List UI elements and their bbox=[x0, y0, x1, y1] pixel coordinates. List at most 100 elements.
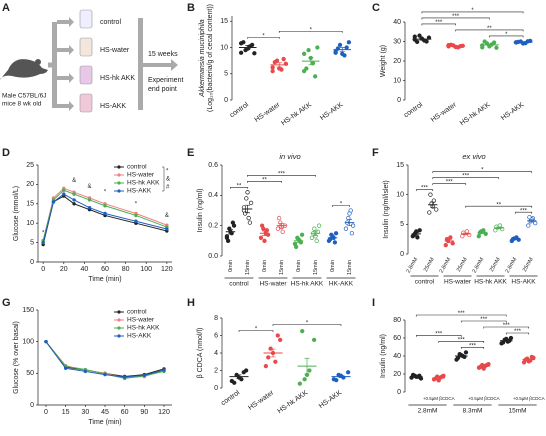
sig-label: ** bbox=[487, 26, 492, 32]
data-point bbox=[230, 220, 236, 225]
error-bar bbox=[436, 376, 442, 379]
error-bar bbox=[481, 365, 487, 368]
data-point bbox=[417, 33, 422, 38]
error-bar bbox=[529, 219, 535, 223]
sig-bracket bbox=[438, 341, 485, 343]
y-tick-label: 0 bbox=[397, 97, 401, 104]
error-bar bbox=[413, 375, 419, 378]
y-tick-label: 0 bbox=[224, 97, 228, 104]
sig-label: *** bbox=[480, 317, 488, 323]
error-bar bbox=[430, 201, 436, 208]
panel-letter: H bbox=[187, 297, 195, 309]
x-tick-label: HS-hk AKK bbox=[280, 101, 313, 127]
panel-letter: A bbox=[2, 2, 10, 14]
bottles bbox=[79, 9, 93, 113]
x-tick-label: 120 bbox=[161, 266, 173, 273]
data-point bbox=[315, 45, 320, 50]
y-tick-label: 50 bbox=[26, 370, 34, 377]
y-tick-label: 5 bbox=[224, 71, 228, 78]
y-tick-label: 0 bbox=[30, 402, 34, 409]
end-label: Experiment bbox=[148, 77, 183, 84]
data-point bbox=[529, 354, 535, 360]
y-tick-label: 0 bbox=[400, 251, 404, 258]
series-marker bbox=[103, 211, 107, 216]
y-axis-label: Glucose (mmol/L) bbox=[13, 186, 20, 241]
data-point bbox=[306, 47, 311, 53]
x-tick-label: 0min bbox=[262, 260, 268, 272]
panel-letter: C bbox=[372, 2, 380, 14]
error-bar bbox=[496, 226, 502, 230]
sig-bracket bbox=[278, 30, 343, 33]
y-axis-label: (Log₁₀(bacteria/g of cecal content)) bbox=[207, 4, 214, 112]
y-tick-label: 0 bbox=[397, 389, 401, 396]
sig-label: ** bbox=[496, 202, 501, 208]
sig-label: *** bbox=[469, 343, 477, 349]
y-axis-label: Insulin (ng/ml/islet) bbox=[383, 180, 390, 238]
annotation: * bbox=[104, 190, 107, 196]
mouse-icon bbox=[0, 59, 48, 80]
sig-label: *** bbox=[452, 14, 460, 20]
legend-marker bbox=[117, 318, 121, 322]
y-tick-label: 150 bbox=[22, 307, 34, 314]
legend-marker bbox=[117, 181, 121, 185]
error-bar bbox=[486, 43, 492, 46]
duration: 15 weeks bbox=[148, 51, 178, 58]
y-tick-label: 20 bbox=[26, 181, 34, 188]
y-tick-label: 6 bbox=[214, 332, 218, 339]
x-tick-label: 30 bbox=[81, 409, 89, 416]
sig-label: *** bbox=[520, 208, 528, 214]
sig-label: * bbox=[310, 27, 313, 33]
sig-bracket bbox=[489, 35, 524, 38]
sig-label: * bbox=[255, 327, 258, 333]
data-point bbox=[297, 381, 303, 386]
x-tick-label: 0 bbox=[41, 266, 45, 273]
error-bar bbox=[245, 204, 250, 214]
series-marker bbox=[165, 227, 169, 231]
group-label: HS-hk AKK bbox=[100, 75, 135, 82]
data-point bbox=[272, 60, 277, 65]
series-marker bbox=[62, 188, 66, 192]
error-bar bbox=[313, 230, 318, 236]
data-point bbox=[304, 66, 309, 71]
y-tick-label: 0 bbox=[30, 259, 34, 266]
panel-letter: D bbox=[2, 147, 10, 159]
sig-bracket bbox=[455, 29, 524, 32]
data-point bbox=[280, 229, 285, 234]
data-point bbox=[307, 368, 312, 373]
y-tick-label: 20 bbox=[393, 58, 401, 65]
y-tick-label: 5 bbox=[30, 239, 34, 246]
data-point bbox=[244, 196, 249, 201]
sig-label: *** bbox=[462, 174, 470, 180]
x-tick-label: 15 bbox=[62, 409, 70, 416]
legend-label: HS-AKK bbox=[127, 188, 152, 195]
x-tick-label: 15min bbox=[347, 260, 353, 275]
x-tick-label: 0min bbox=[228, 260, 234, 272]
data-point bbox=[349, 231, 355, 236]
x-tick-label: 2.8mM bbox=[472, 256, 486, 274]
x-tick-label: control bbox=[229, 101, 251, 119]
data-point bbox=[415, 235, 420, 240]
y-tick-label: 15 bbox=[26, 201, 34, 208]
series-marker bbox=[87, 205, 92, 210]
series-line bbox=[42, 187, 168, 241]
y-axis-label: Glucose (% over basal) bbox=[13, 321, 20, 394]
sig-bracket bbox=[272, 324, 342, 326]
legend-label: HS-hk AKK bbox=[127, 325, 160, 332]
data-point bbox=[301, 51, 307, 56]
mouse-label: Male C57BL/6J bbox=[2, 93, 46, 100]
x-tick-label: 25mM bbox=[456, 256, 469, 273]
group-label: control bbox=[229, 281, 249, 288]
data-point bbox=[270, 65, 275, 70]
y-axis-label: Weight (g) bbox=[380, 45, 387, 77]
y-tick-label: 10 bbox=[393, 77, 401, 84]
x-tick-label: control bbox=[220, 389, 242, 407]
data-point bbox=[224, 234, 230, 239]
data-point bbox=[347, 211, 352, 216]
sig-label: *** bbox=[421, 186, 429, 192]
legend-bracket bbox=[162, 166, 165, 192]
y-axis-label: Insulin (ng/ml) bbox=[380, 334, 387, 378]
x-tick-label: HS-water bbox=[247, 389, 275, 412]
error-bar bbox=[413, 232, 419, 236]
sig-bracket bbox=[332, 205, 350, 207]
